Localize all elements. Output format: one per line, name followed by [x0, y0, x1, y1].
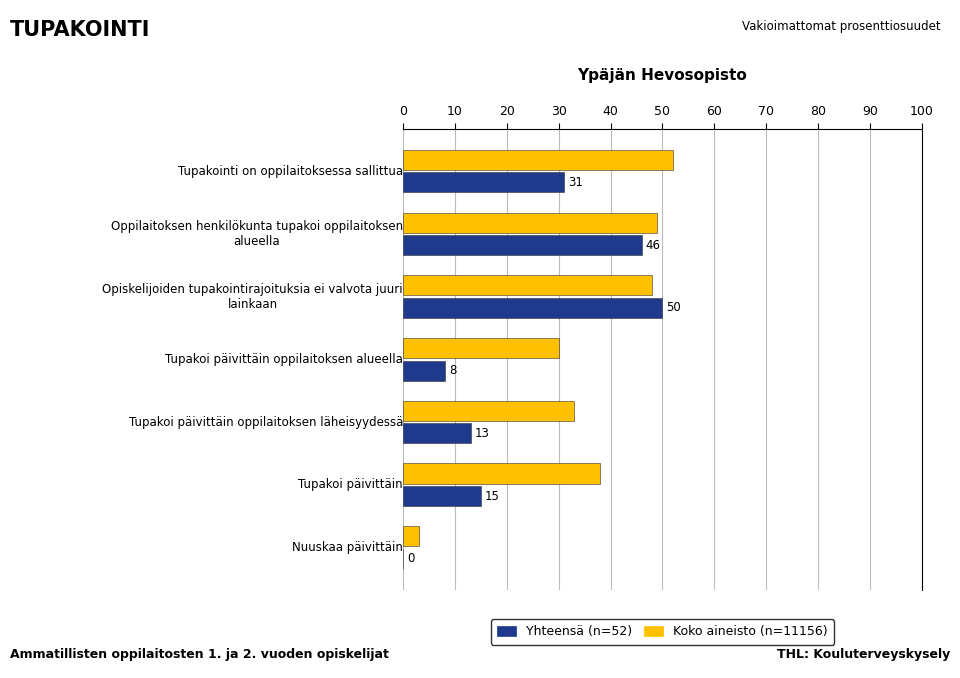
- Bar: [403, 526, 419, 546]
- Bar: [403, 338, 559, 358]
- Bar: [403, 275, 652, 296]
- Text: 8: 8: [449, 364, 456, 377]
- Bar: [403, 172, 564, 193]
- Bar: [403, 150, 673, 170]
- Bar: [403, 486, 481, 506]
- Text: 0: 0: [407, 553, 415, 565]
- Text: Tupakoi päivittäin oppilaitoksen alueella: Tupakoi päivittäin oppilaitoksen alueell…: [165, 353, 403, 366]
- Text: Tupakointi on oppilaitoksessa sallittua: Tupakointi on oppilaitoksessa sallittua: [178, 165, 403, 178]
- Legend: Yhteensä (n=52), Koko aineisto (n=11156): Yhteensä (n=52), Koko aineisto (n=11156): [491, 619, 834, 645]
- Text: Nuuskaa päivittäin: Nuuskaa päivittäin: [292, 541, 403, 554]
- Text: Ypäjän Hevosopisto: Ypäjän Hevosopisto: [578, 68, 747, 83]
- Text: TUPAKOINTI: TUPAKOINTI: [10, 20, 150, 40]
- Text: 13: 13: [475, 427, 490, 440]
- Bar: [403, 361, 444, 380]
- Bar: [403, 298, 662, 318]
- Text: Tupakoi päivittäin: Tupakoi päivittäin: [299, 478, 403, 492]
- Text: Tupakoi päivittäin oppilaitoksen läheisyydessä: Tupakoi päivittäin oppilaitoksen läheisy…: [129, 416, 403, 428]
- Text: 15: 15: [485, 490, 500, 502]
- Text: Vakioimattomat prosenttiosuudet: Vakioimattomat prosenttiosuudet: [742, 20, 941, 33]
- Bar: [403, 423, 470, 443]
- Text: Oppilaitoksen henkilökunta tupakoi oppilaitoksen
alueella: Oppilaitoksen henkilökunta tupakoi oppil…: [111, 220, 403, 248]
- Text: Opiskelijoiden tupakointirajoituksia ei valvota juuri
lainkaan: Opiskelijoiden tupakointirajoituksia ei …: [103, 283, 403, 311]
- Bar: [403, 235, 641, 255]
- Text: 50: 50: [666, 302, 682, 315]
- Bar: [403, 401, 574, 421]
- Text: 46: 46: [646, 239, 660, 252]
- Text: 31: 31: [568, 176, 583, 189]
- Text: Ammatillisten oppilaitosten 1. ja 2. vuoden opiskelijat: Ammatillisten oppilaitosten 1. ja 2. vuo…: [10, 648, 389, 661]
- Bar: [403, 464, 600, 483]
- Text: THL: Kouluterveyskysely: THL: Kouluterveyskysely: [778, 648, 950, 661]
- Bar: [403, 212, 658, 233]
